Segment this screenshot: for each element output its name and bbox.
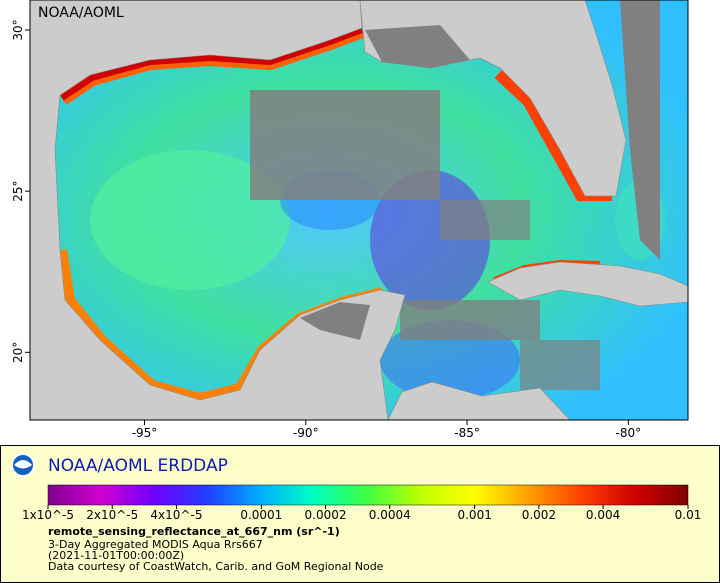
legend-box [0, 445, 720, 583]
no-data [400, 300, 540, 340]
y-tick-label: 30° [11, 19, 25, 40]
legend-line: Data courtesy of CoastWatch, Carib. and … [48, 560, 384, 573]
no-data [250, 90, 440, 200]
colorbar-tick-label: 0.0002 [305, 508, 347, 522]
x-tick-label: -90° [293, 426, 319, 440]
legend-line: (2021-11-01T00:00:00Z) [48, 549, 184, 562]
legend-title: NOAA/AOML ERDDAP [48, 456, 228, 476]
ocean-patch [90, 150, 290, 290]
no-data [300, 302, 370, 340]
no-data [440, 200, 530, 240]
no-data [520, 340, 600, 390]
colorbar-tick-label: 1x10^-5 [22, 508, 74, 522]
no-data [365, 25, 470, 68]
map-frame [29, 0, 689, 421]
land [387, 381, 571, 420]
colorbar-tick-label: 0.01 [675, 508, 702, 522]
x-tick-label: -95° [132, 426, 158, 440]
variable-name: remote_sensing_reflectance_at_667_nm (sr… [48, 525, 340, 538]
x-tick-label: -85° [454, 426, 480, 440]
colorbar-tick-label: 0.004 [586, 508, 620, 522]
colorbar-tick-label: 4x10^-5 [150, 508, 202, 522]
y-tick-label: 25° [11, 181, 25, 202]
colorbar-tick-label: 0.0004 [369, 508, 411, 522]
colorbar-tick-label: 0.001 [457, 508, 491, 522]
y-tick-label: 20° [11, 342, 25, 363]
colorbar [47, 484, 689, 506]
colorbar-tick-label: 0.002 [522, 508, 556, 522]
map [30, 0, 688, 420]
watermark: NOAA/AOML [38, 5, 124, 21]
no-data [620, 0, 660, 260]
colorbar-tick-label: 0.0001 [240, 508, 282, 522]
land [487, 261, 688, 307]
colorbar-tick-label: 2x10^-5 [86, 508, 138, 522]
x-tick-label: -80° [616, 426, 642, 440]
legend-line: 3-Day Aggregated MODIS Aqua Rrs667 [48, 538, 263, 551]
logo-bird [14, 460, 32, 469]
coastal-band [60, 27, 364, 101]
